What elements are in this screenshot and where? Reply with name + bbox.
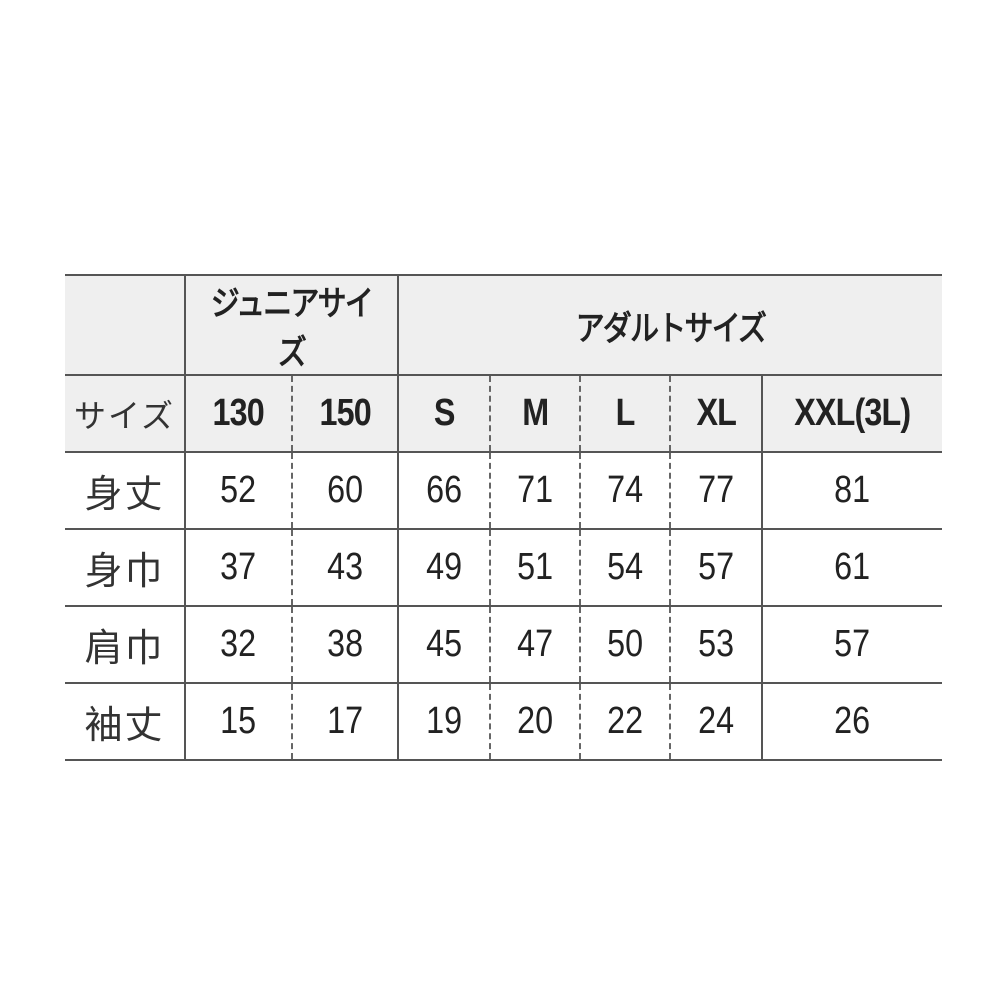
measurement-cell: 53 [669,605,763,683]
size-l: L [579,374,671,453]
table-row: 袖丈 15 17 19 20 22 24 26 [65,682,943,761]
junior-size-header: ジュニアサイズ [183,274,399,375]
measurement-cell: 24 [669,682,763,761]
measurement-cell: 17 [290,682,399,761]
size-s: S [397,374,491,453]
group-header-row: ジュニアサイズ アダルトサイズ [65,274,943,375]
measurement-cell: 60 [290,451,399,529]
measurement-cell: 50 [579,605,671,683]
size-150: 150 [290,374,399,453]
table-row: 肩巾 32 38 45 47 50 53 57 [65,605,943,683]
size-xxl: XXL(3L) [761,374,943,453]
size-m: M [489,374,581,453]
measurement-cell: 52 [184,451,292,529]
measurement-cell: 54 [579,528,671,606]
corner-cell [65,274,185,375]
measurement-cell: 15 [184,682,292,761]
row-label: 身丈 [65,451,185,529]
measurement-cell: 74 [579,451,671,529]
table-row: 身丈 52 60 66 71 74 77 81 [65,451,943,529]
measurement-cell: 37 [184,528,292,606]
measurement-cell: 26 [761,682,943,761]
measurement-cell: 81 [761,451,943,529]
size-chart-table: ジュニアサイズ アダルトサイズ サイズ 130 150 S M L XL XXL… [65,274,943,761]
measurement-cell: 22 [579,682,671,761]
row-label: 肩巾 [65,605,185,683]
size-header-row: サイズ 130 150 S M L XL XXL(3L) [65,374,943,453]
size-label: サイズ [65,374,185,453]
measurement-cell: 43 [290,528,399,606]
measurement-cell: 61 [761,528,943,606]
row-label: 身巾 [65,528,185,606]
measurement-cell: 47 [489,605,581,683]
measurement-cell: 71 [489,451,581,529]
measurement-cell: 77 [669,451,763,529]
measurement-cell: 51 [489,528,581,606]
measurement-cell: 57 [761,605,943,683]
measurement-cell: 32 [184,605,292,683]
measurement-cell: 66 [397,451,491,529]
measurement-cell: 49 [397,528,491,606]
measurement-cell: 20 [489,682,581,761]
measurement-cell: 19 [397,682,491,761]
adult-size-header: アダルトサイズ [397,274,943,375]
measurement-cell: 45 [397,605,491,683]
measurement-cell: 38 [290,605,399,683]
size-xl: XL [669,374,763,453]
table-row: 身巾 37 43 49 51 54 57 61 [65,528,943,606]
row-label: 袖丈 [65,682,185,761]
measurement-cell: 57 [669,528,763,606]
size-130: 130 [184,374,292,453]
